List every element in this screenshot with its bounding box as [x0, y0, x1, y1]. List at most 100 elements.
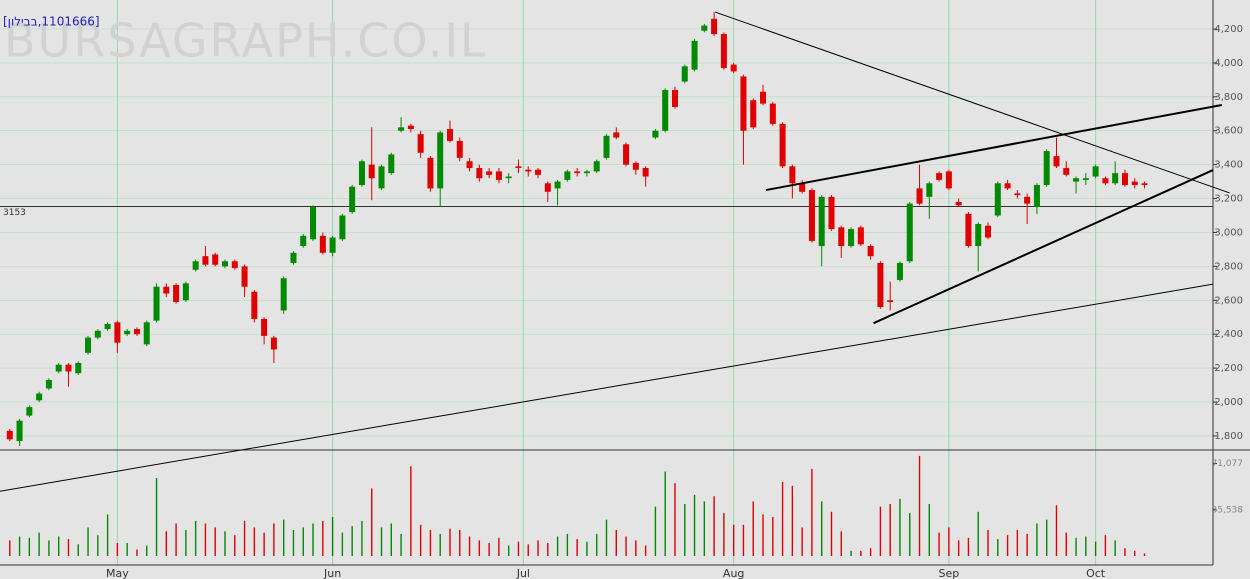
candle-body: [378, 166, 385, 189]
candle-body: [231, 261, 238, 269]
x-tick-label: Jul: [516, 567, 530, 579]
candle-body: [310, 207, 317, 240]
candle-body: [593, 161, 600, 172]
candle-body: [525, 169, 532, 172]
candle-body: [45, 379, 52, 389]
y-tick-label: 2,200: [1214, 363, 1243, 374]
candle-body: [417, 134, 424, 153]
candle-body: [1102, 178, 1109, 184]
candle-body: [906, 203, 913, 262]
candle-body: [681, 66, 688, 82]
trendline: [873, 169, 1214, 325]
reference-label: 3153: [3, 208, 26, 218]
candle-body: [975, 223, 982, 247]
candle-body: [945, 171, 952, 189]
candle-body: [466, 161, 473, 169]
candle-body: [955, 201, 962, 206]
candle-body: [985, 225, 992, 238]
candle-body: [857, 227, 864, 245]
y-tick-label: 4,000: [1214, 58, 1243, 69]
candle-body: [760, 91, 767, 104]
candle-body: [789, 166, 796, 184]
candle-body: [671, 90, 678, 107]
candle-body: [495, 171, 502, 180]
candle-body: [1053, 156, 1060, 167]
trendline: [765, 103, 1222, 192]
candle-body: [192, 261, 199, 270]
y-tick-label: 1,800: [1214, 431, 1243, 442]
candle-body: [564, 171, 571, 180]
y-tick-label: 2,600: [1214, 295, 1243, 306]
candle-body: [212, 254, 219, 265]
candle-body: [701, 25, 708, 31]
candle-body: [1014, 193, 1021, 196]
candle-body: [1082, 178, 1089, 180]
candle-body: [65, 364, 72, 372]
candle-body: [398, 127, 405, 131]
x-tick-label: Aug: [723, 567, 744, 579]
candle-body: [407, 125, 414, 130]
candle-body: [36, 393, 43, 401]
candle-body: [1004, 183, 1011, 189]
candle-body: [437, 132, 444, 189]
volume-tick-label: 35,538: [1212, 505, 1244, 515]
candle-body: [280, 278, 287, 311]
candle-body: [85, 337, 92, 353]
candle-body: [6, 430, 13, 440]
y-tick-label: 4,200: [1214, 24, 1243, 35]
watermark: BURSAGRAPH.CO.IL: [4, 14, 488, 68]
candle-body: [632, 162, 639, 170]
candle-body: [603, 135, 610, 158]
candle-body: [1063, 168, 1070, 175]
y-tick-label: 2,800: [1214, 261, 1243, 272]
candle-body: [300, 235, 307, 247]
candle-body: [1043, 151, 1050, 185]
y-tick-label: 2,400: [1214, 329, 1243, 340]
candle-body: [574, 171, 581, 174]
candle-body: [133, 329, 140, 335]
candle-body: [896, 262, 903, 280]
candle-body: [515, 166, 522, 169]
grid: [0, 0, 1213, 565]
candle-body: [1024, 196, 1031, 204]
candle-body: [114, 322, 121, 343]
candle-body: [740, 76, 747, 131]
candle-body: [388, 154, 395, 174]
x-tick-label: Sep: [939, 567, 960, 579]
y-tick-label: 3,200: [1214, 194, 1243, 205]
candle-body: [221, 261, 228, 267]
candle-body: [329, 237, 336, 253]
candle-body: [887, 300, 894, 302]
candle-body: [613, 132, 620, 138]
y-tick-label: 3,600: [1214, 126, 1243, 137]
candle-body: [446, 129, 453, 141]
candle-body: [163, 286, 170, 294]
x-tick-label: Jun: [323, 567, 341, 579]
candle-body: [554, 181, 561, 189]
candle-body: [261, 318, 268, 336]
chart-title: [1101666,בבילון]: [3, 15, 100, 29]
candle-body: [505, 176, 512, 179]
candle-body: [730, 64, 737, 72]
y-tick-label: 2,000: [1214, 397, 1243, 408]
candle-body: [838, 227, 845, 247]
candle-body: [339, 215, 346, 240]
candle-body: [642, 168, 649, 177]
candle-body: [848, 229, 855, 247]
candle-body: [104, 324, 111, 330]
candle-body: [1092, 166, 1099, 177]
candle-body: [652, 130, 659, 138]
candle-body: [202, 256, 209, 265]
candle-body: [877, 262, 884, 308]
candle-body: [486, 171, 493, 175]
candle-body: [769, 103, 776, 124]
candle-body: [55, 364, 62, 372]
trendline: [714, 11, 1230, 194]
candle-body: [182, 283, 189, 301]
candle-body: [828, 196, 835, 230]
candle-body: [456, 140, 463, 158]
candle-body: [544, 183, 551, 192]
